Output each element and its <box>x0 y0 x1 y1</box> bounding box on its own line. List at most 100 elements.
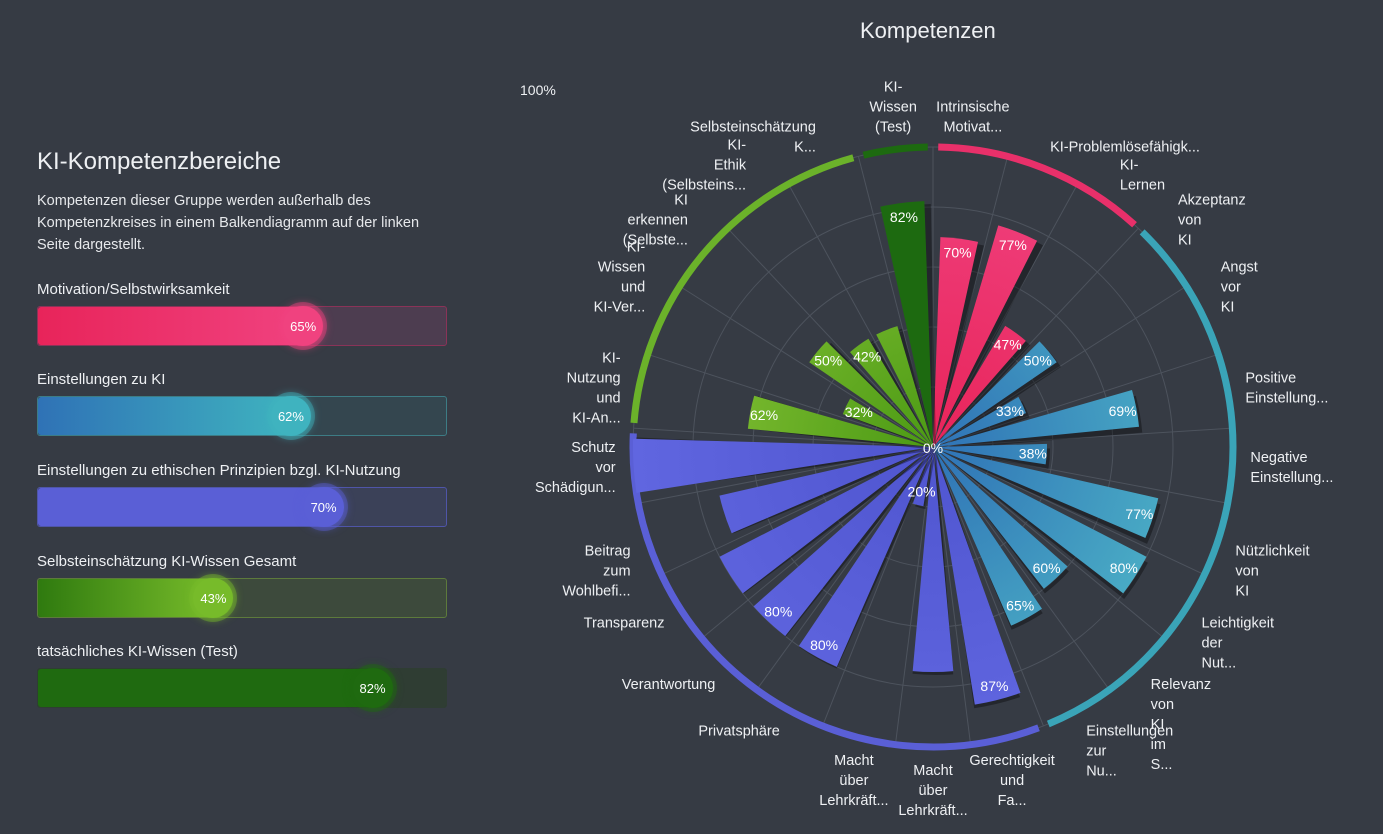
grid-spoke <box>638 446 934 504</box>
radial-bar <box>933 447 1068 589</box>
grid-spoke <box>822 446 934 727</box>
grid-spoke <box>932 446 1165 639</box>
value-label: 70% <box>944 245 972 261</box>
radial-bar <box>933 447 1042 626</box>
competence-bar-track: 62% <box>37 396 447 436</box>
grid-spoke <box>932 427 1233 448</box>
category-label: KI-Wissen (Test) <box>869 80 917 136</box>
category-label: KI-Nutzung und KI-An... <box>567 350 621 426</box>
radial-bar <box>933 225 1038 447</box>
competence-bar-fill <box>38 579 214 617</box>
competence-bar-fill <box>38 307 304 345</box>
category-label: Intrinsische Motivat... <box>936 100 1009 136</box>
category-label: KI erkennen (Selbste... <box>623 192 688 248</box>
competence-bar-value: 70% <box>303 487 344 527</box>
competence-bar-fill <box>38 488 324 526</box>
category-label: Gerechtigkeit und Fa... <box>969 753 1054 809</box>
competence-bar: Motivation/Selbstwirksamkeit 65% <box>37 280 449 346</box>
radial-bar <box>933 443 1047 465</box>
competence-bar-label: Selbsteinschätzung KI-Wissen Gesamt <box>37 553 297 570</box>
radial-bar <box>933 447 1159 538</box>
competence-bar: Selbsteinschätzung KI-Wissen Gesamt 43% <box>37 552 449 618</box>
competence-bar-label: Motivation/Selbstwirksamkeit <box>37 281 230 298</box>
grid-spoke <box>727 227 934 448</box>
radial-bar <box>933 237 979 447</box>
radial-bar <box>933 341 1057 447</box>
center-label: 0% <box>923 440 943 456</box>
competence-bar-label: Einstellungen zu KI <box>37 371 166 388</box>
value-label: 38% <box>1019 445 1047 461</box>
value-label: 82% <box>890 209 918 225</box>
category-label: Selbsteinschätzung K... <box>690 119 816 155</box>
value-label: 47% <box>994 336 1022 352</box>
grid-spoke <box>932 285 1187 448</box>
competence-bar-fill <box>38 397 291 435</box>
competence-bar-fill <box>38 669 373 707</box>
bar-shadow <box>936 450 1161 544</box>
category-label: KI-Wissen und KI-Ver... <box>594 240 646 316</box>
category-label: Privatsphäre <box>698 724 779 740</box>
radial-bar <box>719 447 933 534</box>
bar-shadow <box>936 229 1043 450</box>
grid-spoke <box>701 446 934 639</box>
value-label: 20% <box>908 484 936 500</box>
radial-bar <box>809 341 933 447</box>
radial-bar <box>880 201 933 447</box>
grid-spoke <box>788 183 934 448</box>
category-label: Beitrag zum Wohlbefi... <box>562 543 630 599</box>
competence-bar-track: 65% <box>37 306 447 346</box>
competence-bar-track: 43% <box>37 578 447 618</box>
value-label: 42% <box>853 348 881 364</box>
category-label: Akzeptanz von KI <box>1178 192 1246 248</box>
radial-bar <box>747 395 933 447</box>
grid-spoke <box>932 446 1228 504</box>
section-title: KI-Kompetenzbereiche <box>37 148 282 175</box>
radial-bar <box>753 447 933 637</box>
grid-spoke <box>932 183 1078 448</box>
radial-bar <box>933 396 1027 447</box>
value-label: 65% <box>1006 598 1034 614</box>
radial-bar <box>876 326 933 447</box>
competence-bar-value: 43% <box>193 578 234 618</box>
category-label: Leichtigkeit der Nut... <box>1201 615 1274 671</box>
category-label: Macht über Lehrkräft... <box>898 763 967 819</box>
value-label: 77% <box>1125 506 1153 522</box>
category-label: Negative Einstellung... <box>1250 450 1333 486</box>
radial-bar <box>912 447 954 672</box>
competence-bar-track: 70% <box>37 487 447 527</box>
category-label: KI-Lernen <box>1120 158 1165 194</box>
value-label: 62% <box>750 407 778 423</box>
grid-spoke <box>857 156 934 448</box>
max-scale-label: 100% <box>520 82 556 98</box>
category-label: Macht über Lehrkräft... <box>819 753 888 809</box>
competence-bar: Einstellungen zu KI 62% <box>37 370 449 436</box>
value-label: 80% <box>1110 560 1138 576</box>
radial-bar <box>798 447 933 667</box>
category-label: Nützlichkeit von KI <box>1235 543 1309 599</box>
radial-bar <box>933 447 1147 594</box>
value-label: 60% <box>1033 560 1061 576</box>
group-arc <box>862 143 928 159</box>
grid-spoke <box>679 285 934 448</box>
grid-spoke <box>932 446 1110 690</box>
category-label: KI-Problemlösefähigk... <box>1050 139 1200 155</box>
grid-spoke <box>647 353 934 448</box>
grid-spoke <box>932 446 1205 576</box>
value-label: 50% <box>1024 352 1052 368</box>
value-label: 69% <box>1109 403 1137 419</box>
competence-bar: tatsächliches KI-Wissen (Test) 82% <box>37 642 449 708</box>
radial-bar <box>842 398 933 447</box>
chart-title: Kompetenzen <box>860 18 996 43</box>
category-label: Relevanz von KI im S... <box>1151 677 1211 773</box>
value-label: 80% <box>764 604 792 620</box>
competence-bar-track: 82% <box>37 668 447 708</box>
radial-bar <box>633 438 933 493</box>
competence-bar-value: 62% <box>270 396 311 436</box>
grid-spoke <box>633 427 934 448</box>
left-panel: KI-Kompetenzbereiche Kompetenzen dieser … <box>37 148 457 708</box>
category-label: Positive Einstellung... <box>1245 370 1328 406</box>
value-label: 80% <box>810 637 838 653</box>
value-label: 87% <box>980 678 1008 694</box>
value-label: 32% <box>845 404 873 420</box>
